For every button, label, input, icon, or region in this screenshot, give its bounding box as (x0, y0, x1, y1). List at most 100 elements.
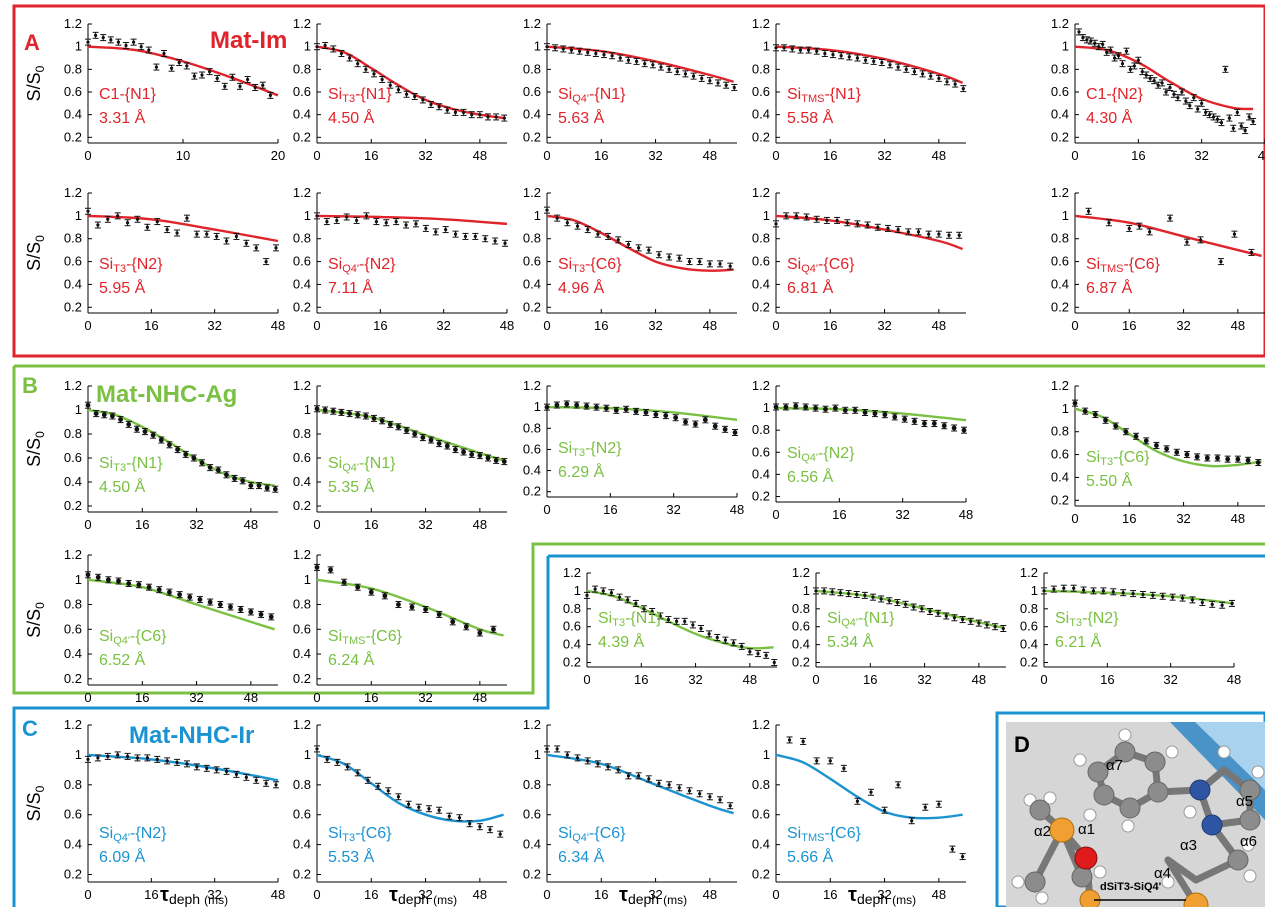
data-point (698, 625, 704, 633)
data-point (174, 446, 181, 454)
y-tick-label: 0.2 (523, 299, 541, 314)
data-point (635, 772, 642, 780)
data-point (1222, 65, 1229, 73)
torsion-label-a3: α3 (1180, 837, 1197, 854)
distance-label: 6.09 Å (99, 847, 146, 866)
data-point (1092, 411, 1099, 419)
data-point (273, 244, 280, 252)
data-point (1105, 219, 1112, 227)
data-point (702, 416, 709, 424)
data-point (1194, 453, 1201, 461)
data-point (641, 605, 647, 613)
data-point (115, 38, 122, 46)
data-point (333, 216, 340, 224)
data-point (984, 621, 990, 629)
data-point (387, 81, 394, 89)
panel-headers: A Mat-Im B Mat-NHC-Ag C Mat-NHC-Ir (22, 27, 287, 749)
x-tick-label: 0 (313, 517, 320, 532)
x-tick-label: 0 (1040, 672, 1047, 687)
data-point (1155, 81, 1162, 89)
data-point (411, 93, 418, 101)
data-point (502, 239, 509, 247)
y-tick-label: 0.2 (752, 488, 770, 503)
data-point (383, 219, 390, 227)
data-point (462, 232, 469, 240)
data-point (951, 614, 958, 622)
data-point (199, 71, 205, 79)
data-point (446, 812, 453, 820)
x-tick-label: 32 (418, 148, 432, 163)
data-point (813, 215, 820, 223)
data-point (463, 623, 470, 631)
data-point (252, 83, 259, 91)
data-point (338, 49, 345, 57)
y-tick-label: 0.4 (64, 646, 82, 661)
data-point (1224, 455, 1231, 463)
y-tick-label: 0.2 (64, 498, 82, 513)
x-tick-label: 32 (917, 672, 931, 687)
data-point (490, 625, 497, 633)
data-point (870, 57, 877, 65)
x-tick-label: 48 (932, 148, 946, 163)
chart-18: 0.2 0.4 0.6 0.8 1 1.2 0 16 32 48 SiT3-{N1} 4.39 Å (563, 565, 778, 687)
torsion-label-a7: α7 (1106, 757, 1123, 774)
x-tick-label: 16 (364, 148, 378, 163)
data-point (786, 736, 793, 744)
data-point (1041, 587, 1047, 595)
x-tick-label: 16 (594, 887, 608, 902)
data-point (949, 845, 956, 853)
chart-14: 0.2 0.4 0.6 0.8 1 1.2 0 16 32 48 SiQ4'-{N2} 6.56 Å (752, 378, 973, 522)
series-label: SiQ4'-{N2} (328, 256, 396, 275)
data-point (560, 45, 567, 53)
distance-label: 5.35 Å (328, 477, 375, 496)
data-point (144, 754, 151, 762)
data-point (613, 406, 620, 414)
panel-b-letter: B (22, 373, 38, 398)
data-point (161, 49, 167, 57)
x-tick-label: 0 (84, 517, 91, 532)
y-tick-label: 0.6 (1051, 447, 1069, 462)
data-point (1139, 590, 1146, 598)
y-tick-label: 1.2 (523, 185, 541, 200)
panel-a-title: Mat-Im (210, 27, 287, 54)
data-point (183, 62, 190, 70)
data-point (746, 648, 753, 656)
data-point (468, 450, 475, 458)
data-point (482, 235, 489, 243)
data-point (412, 220, 419, 228)
y-tick-label: 0.2 (563, 655, 581, 670)
y-tick-label: 1 (534, 39, 541, 54)
y-tick-label: 0.6 (64, 84, 82, 99)
y-tick-label: 0.6 (64, 807, 82, 822)
data-point (263, 258, 270, 266)
data-point (217, 601, 224, 609)
data-point (174, 229, 181, 237)
y-tick-label: 0.4 (1020, 637, 1038, 652)
y-tick-label: 0.4 (1051, 107, 1069, 122)
y-tick-label: 1 (1062, 208, 1069, 223)
y-tick-label: 1 (75, 39, 82, 54)
series-label: SiT3-{C6} (328, 825, 392, 844)
data-point (133, 425, 140, 433)
data-point (1202, 108, 1209, 116)
data-point (1159, 592, 1166, 600)
y-tick-label: 0.8 (1051, 424, 1069, 439)
x-tick-label: 32 (418, 887, 432, 902)
data-point (1234, 455, 1241, 463)
data-point (674, 68, 681, 76)
data-point (845, 590, 852, 598)
data-point (154, 755, 161, 763)
distance-label: 6.56 Å (787, 467, 834, 486)
data-point (960, 85, 967, 93)
fit-curve (87, 578, 275, 631)
y-tick-label: 0.4 (563, 637, 581, 652)
x-tick-label: 16 (823, 318, 837, 333)
y-tick-label: 1.2 (1051, 378, 1069, 393)
data-point (1178, 88, 1185, 96)
data-point (862, 56, 869, 64)
data-point (895, 226, 902, 234)
data-point (554, 745, 561, 753)
data-point (1179, 594, 1186, 602)
data-point (605, 232, 612, 240)
y-tick-label: 1 (75, 208, 82, 223)
